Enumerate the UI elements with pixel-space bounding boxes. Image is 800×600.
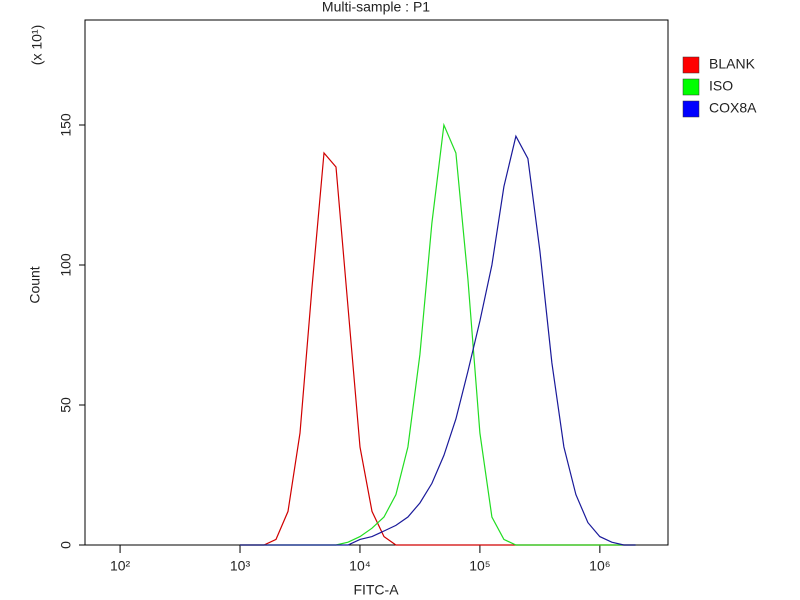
x-tick-label: 10⁵: [469, 558, 490, 574]
y-tick-label: 150: [58, 113, 74, 137]
x-tick-label: 10⁴: [349, 558, 371, 574]
legend-swatch: [682, 78, 700, 96]
y-tick-label: 50: [58, 397, 74, 413]
x-tick-label: 10⁶: [589, 558, 610, 574]
x-tick-label: 10³: [230, 558, 251, 574]
y-axis-label: Count: [27, 266, 43, 303]
legend-label: BLANK: [709, 56, 756, 72]
legend-label: ISO: [709, 78, 733, 94]
y-axis-annotation: (x 10¹): [29, 25, 45, 65]
legend-swatch: [682, 100, 700, 118]
chart-title: Multi-sample : P1: [322, 0, 430, 15]
plot-frame: [84, 19, 669, 546]
series-line: [240, 134, 636, 546]
legend-swatch: [682, 56, 700, 74]
x-tick-label: 10²: [110, 558, 131, 574]
legend-label: COX8A: [709, 100, 757, 116]
y-tick-label: 100: [58, 253, 74, 277]
y-tick-label: 0: [58, 541, 74, 549]
x-axis-label: FITC-A: [353, 582, 399, 598]
